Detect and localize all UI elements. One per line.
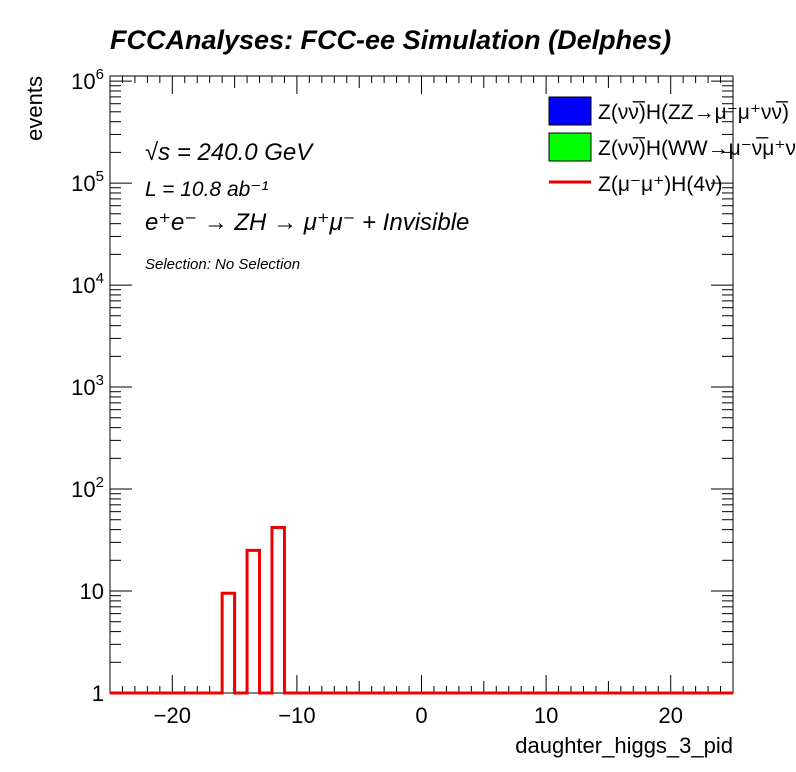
chart-title: FCCAnalyses: FCC-ee Simulation (Delphes) bbox=[110, 25, 671, 55]
legend-swatch-ww bbox=[548, 132, 592, 162]
x-axis-label: daughter_higgs_3_pid bbox=[515, 733, 733, 758]
legend-label-ww: Z(νν̅)H(WW→μ⁻ν̅μ⁺ν) bbox=[598, 137, 796, 160]
y-axis: 1 10 102 103 104 105 106 bbox=[71, 66, 733, 706]
histogram-bin bbox=[272, 527, 284, 693]
y-tick-label: 105 bbox=[71, 168, 104, 196]
process-annotation: e⁺e⁻ → ZH → μ⁺μ⁻ + Invisible bbox=[145, 209, 469, 236]
y-tick-label: 106 bbox=[71, 66, 104, 94]
energy-annotation: √s = 240.0 GeV bbox=[145, 139, 314, 166]
legend: Z(νν̅)H(ZZ→μ⁻μ⁺νν̅) Z(νν̅)H(WW→μ⁻ν̅μ⁺ν) … bbox=[548, 96, 796, 196]
histogram-bin bbox=[247, 550, 259, 693]
x-tick-label: 20 bbox=[658, 703, 682, 728]
y-axis-label: events bbox=[22, 76, 47, 141]
histogram bbox=[110, 525, 733, 695]
lumi-annotation: L = 10.8 ab⁻¹ bbox=[145, 178, 268, 201]
y-tick-label: 102 bbox=[71, 474, 104, 502]
x-tick-label: −10 bbox=[278, 703, 315, 728]
histogram-line bbox=[110, 525, 733, 695]
y-tick-label: 104 bbox=[71, 270, 104, 298]
histogram-bin bbox=[222, 593, 234, 693]
y-tick-label: 1 bbox=[92, 681, 104, 706]
y-tick-label: 103 bbox=[71, 372, 104, 400]
selection-annotation: Selection: No Selection bbox=[145, 256, 300, 273]
legend-swatch-zz bbox=[548, 96, 592, 126]
plot-frame bbox=[109, 75, 734, 694]
x-tick-label: −20 bbox=[154, 703, 191, 728]
x-tick-label: 10 bbox=[534, 703, 558, 728]
legend-label-4nu: Z(μ⁻μ⁺)H(4ν) bbox=[598, 173, 723, 196]
y-tick-label: 10 bbox=[80, 579, 104, 604]
x-tick-label: 0 bbox=[415, 703, 427, 728]
legend-label-zz: Z(νν̅)H(ZZ→μ⁻μ⁺νν̅) bbox=[598, 101, 789, 124]
